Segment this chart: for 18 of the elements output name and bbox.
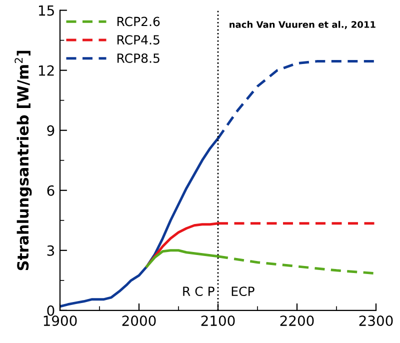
y-axis-title: Strahlungsantrieb [W/m$^{2}$] [14, 50, 32, 270]
y-tick-label: 12 [38, 65, 54, 76]
x-tick-label: 2300 [359, 316, 393, 326]
y-tick-label: 0 [47, 305, 54, 316]
x-tick-label: 2100 [201, 316, 235, 326]
legend-label: RCP8.5 [117, 53, 160, 63]
y-tick-label: 9 [47, 125, 54, 136]
annotation: R C P [183, 286, 214, 296]
x-tick-label: 2200 [280, 316, 314, 326]
annotation: nach Van Vuuren et al., 2011 [230, 20, 376, 30]
x-tick-label: 1900 [44, 316, 77, 326]
annotation: ECP [232, 286, 254, 296]
y-tick-label: 3 [47, 245, 54, 256]
x-tick-label: 2000 [122, 316, 156, 326]
y-tick-label: 6 [47, 185, 54, 196]
y-tick-label: 15 [38, 5, 54, 16]
legend-label: RCP4.5 [117, 35, 160, 45]
legend-label: RCP2.6 [117, 16, 160, 26]
